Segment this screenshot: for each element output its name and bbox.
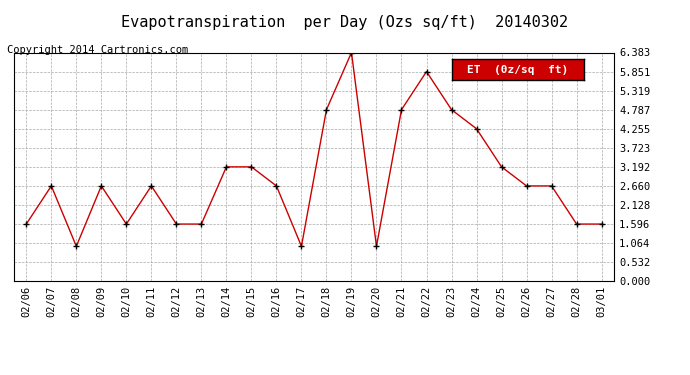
- Text: Evapotranspiration  per Day (Ozs sq/ft)  20140302: Evapotranspiration per Day (Ozs sq/ft) 2…: [121, 15, 569, 30]
- Text: Copyright 2014 Cartronics.com: Copyright 2014 Cartronics.com: [7, 45, 188, 55]
